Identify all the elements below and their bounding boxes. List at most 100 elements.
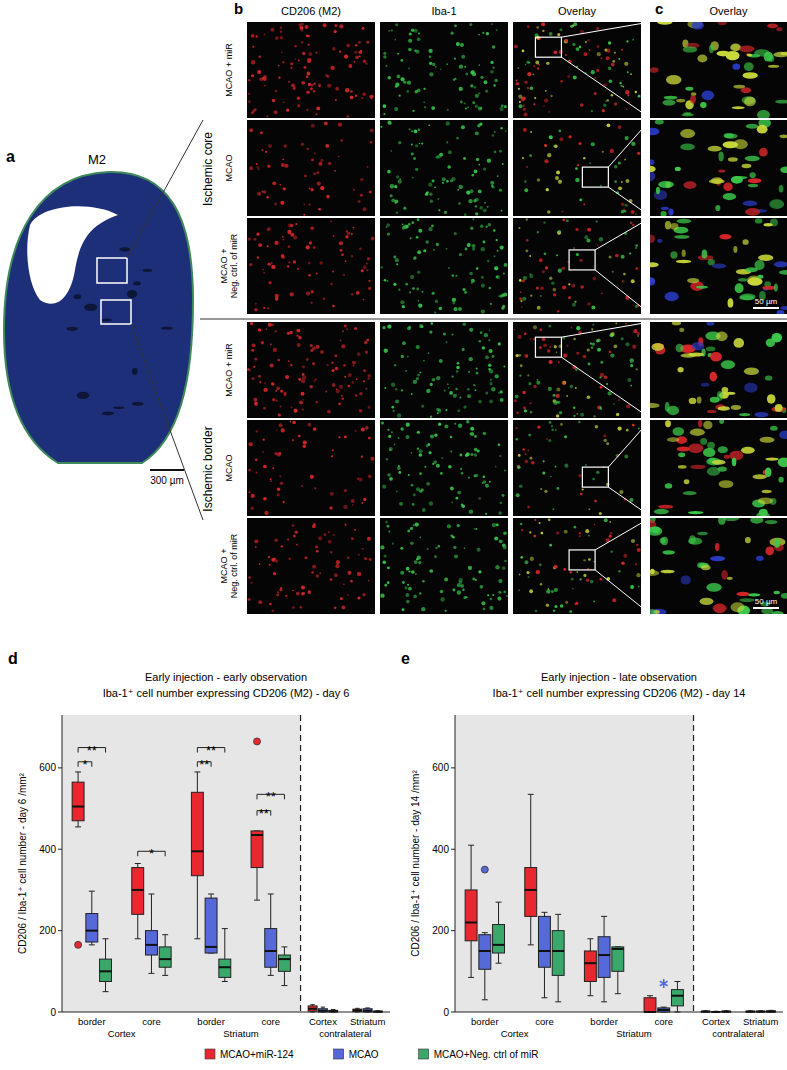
fluorescence-spot <box>474 169 478 173</box>
zoom-box <box>582 467 608 487</box>
fluorescence-spot <box>313 427 317 431</box>
fluorescence-spot <box>308 52 312 56</box>
fluorescence-spot <box>595 425 598 428</box>
fluorescence-spot <box>554 50 558 54</box>
fluorescence-spot <box>303 445 306 448</box>
fluorescence-spot <box>478 164 480 166</box>
fluorescence-spot <box>255 303 257 305</box>
micrograph-zoom <box>650 218 787 314</box>
zoom-box <box>535 337 561 357</box>
fluorescence-spot <box>415 50 419 54</box>
fluorescence-spot <box>428 124 430 126</box>
fluorescence-spot <box>445 610 447 612</box>
fluorescence-spot <box>625 90 629 94</box>
fluorescence-spot <box>341 605 345 609</box>
fluorescence-spot <box>272 398 275 401</box>
fluorescence-spot <box>523 128 527 132</box>
cell-blob <box>690 429 705 436</box>
zoom-line <box>561 357 650 418</box>
cell-blob <box>700 598 714 605</box>
fluorescence-spot <box>336 560 340 564</box>
fluorescence-spot <box>387 76 391 80</box>
fluorescence-spot <box>553 145 556 148</box>
fluorescence-spot <box>603 435 606 438</box>
fluorescence-spot <box>409 291 411 293</box>
fluorescence-spot <box>612 598 616 602</box>
cell-blob <box>762 286 775 290</box>
fluorescence-spot <box>597 406 601 410</box>
brain-texture <box>102 411 114 415</box>
chart-subtitle: Iba-1⁺ cell number expressing CD206 (M2)… <box>103 687 350 699</box>
fluorescence-spot <box>499 539 503 543</box>
fluorescence-spot <box>344 54 348 58</box>
fluorescence-spot <box>355 44 357 46</box>
fluorescence-spot <box>527 87 529 89</box>
fluorescence-spot <box>303 440 307 444</box>
fluorescence-spot <box>330 283 333 286</box>
x-group-label: contralateral <box>319 1028 371 1039</box>
fluorescence-spot <box>310 475 314 479</box>
fluorescence-spot <box>549 360 553 364</box>
fluorescence-spot <box>446 248 448 250</box>
fluorescence-spot <box>485 513 487 515</box>
fluorescence-spot <box>554 144 558 148</box>
fluorescence-spot <box>442 182 444 184</box>
fluorescence-spot <box>390 194 393 197</box>
cell-blob <box>719 234 731 240</box>
cell-blob <box>675 167 681 171</box>
fluorescence-spot <box>330 221 332 223</box>
fluorescence-spot <box>519 101 521 103</box>
y-tick-label: 600 <box>39 762 56 773</box>
fluorescence-spot <box>502 543 506 547</box>
cell-blob <box>661 570 675 574</box>
fluorescence-spot <box>609 350 612 353</box>
fluorescence-spot <box>587 302 590 305</box>
fluorescence-spot <box>416 345 420 349</box>
fluorescence-spot <box>450 436 453 439</box>
fluorescence-spot <box>306 109 308 111</box>
fluorescence-spot <box>411 570 415 574</box>
fluorescence-spot <box>450 534 453 537</box>
fluorescence-spot <box>440 68 442 70</box>
fluorescence-spot <box>304 174 307 177</box>
fluorescence-spot <box>330 492 334 496</box>
fluorescence-spot <box>255 459 258 462</box>
fluorescence-spot <box>495 374 499 378</box>
fluorescence-spot <box>291 84 295 88</box>
fluorescence-spot <box>489 287 492 290</box>
fluorescence-spot <box>351 499 355 503</box>
fluorescence-spot <box>520 364 523 367</box>
cell-blob <box>657 239 662 243</box>
cell-blob <box>676 99 685 103</box>
fluorescence-spot <box>493 229 495 231</box>
fluorescence-spot <box>490 61 493 64</box>
fluorescence-spot <box>561 266 565 270</box>
fluorescence-spot <box>330 66 334 70</box>
cell-blob <box>665 221 671 229</box>
fluorescence-spot <box>621 210 625 214</box>
fluorescence-spot <box>459 64 463 68</box>
fluorescence-spot <box>407 326 411 330</box>
fluorescence-spot <box>382 560 386 564</box>
fluorescence-spot <box>368 374 371 377</box>
fluorescence-spot <box>542 471 545 474</box>
fluorescence-spot <box>417 250 421 254</box>
fluorescence-spot <box>436 155 439 158</box>
fluorescence-spot <box>548 518 551 521</box>
fluorescence-spot <box>411 393 413 395</box>
fluorescence-spot <box>313 172 316 175</box>
fluorescence-spot <box>601 57 603 59</box>
fluorescence-spot <box>540 329 542 331</box>
fluorescence-spot <box>388 121 392 125</box>
micrograph-zoom <box>650 22 787 118</box>
fluorescence-spot <box>296 329 300 333</box>
fluorescence-spot <box>493 84 495 86</box>
fluorescence-spot <box>283 101 285 103</box>
fluorescence-spot <box>457 590 461 594</box>
cell-blob <box>733 246 737 253</box>
fluorescence-spot <box>251 349 254 352</box>
fluorescence-spot <box>459 453 462 456</box>
micrograph <box>247 518 375 614</box>
micrograph <box>247 420 375 516</box>
fluorescence-spot <box>388 30 390 32</box>
